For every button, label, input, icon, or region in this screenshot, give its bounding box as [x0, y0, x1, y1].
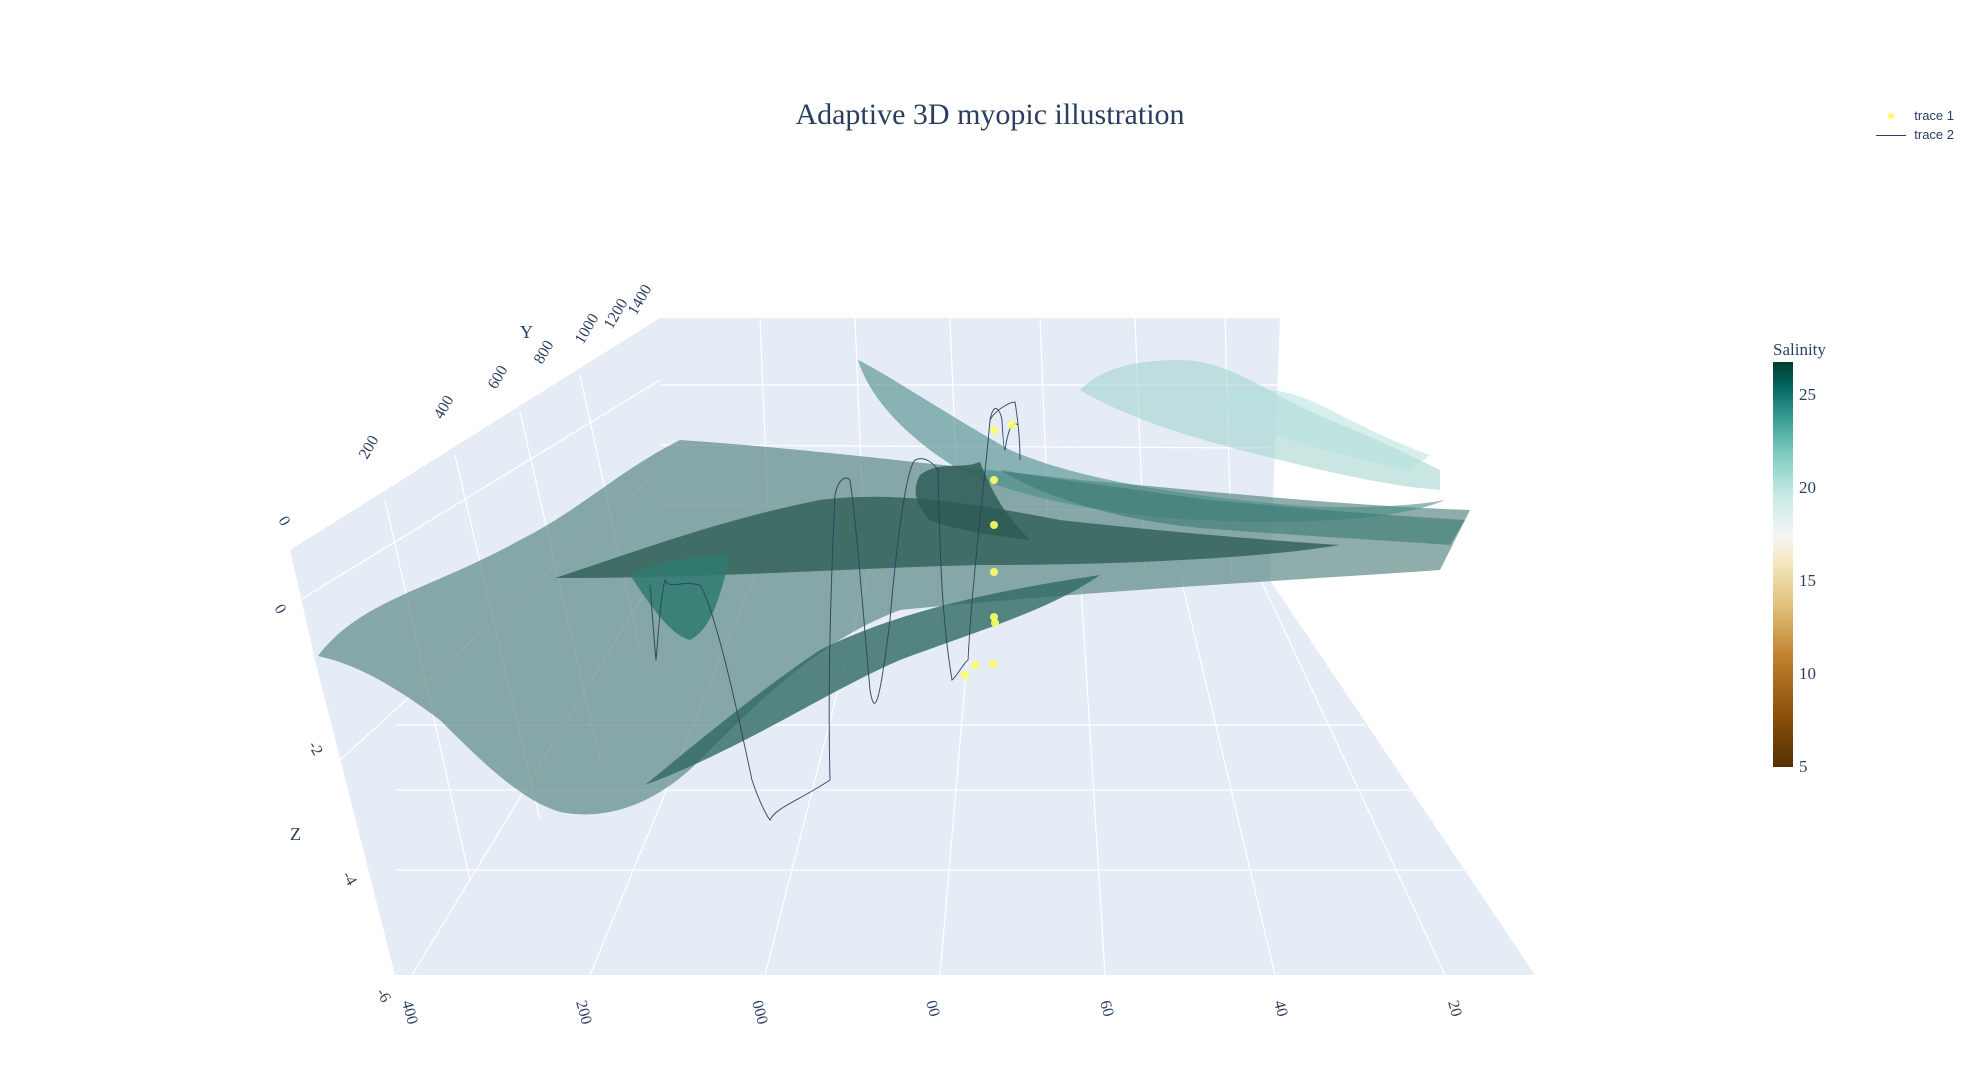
legend-label: trace 1: [1914, 108, 1954, 123]
colorbar-tick: 25: [1799, 385, 1816, 404]
data-point[interactable]: [1008, 421, 1016, 429]
x-tick-label: 40: [1270, 999, 1291, 1019]
colorbar-tick: 5: [1799, 757, 1808, 776]
colorbar-gradient: [1773, 362, 1793, 767]
legend-label: trace 2: [1914, 127, 1954, 142]
trace-1-markers[interactable]: [961, 421, 1016, 679]
chart-title: Adaptive 3D myopic illustration: [795, 98, 1185, 131]
data-point[interactable]: [971, 661, 979, 669]
surface-lower-fold[interactable]: [645, 575, 1100, 785]
data-point[interactable]: [991, 619, 999, 627]
y-tick-label: 1200: [601, 296, 632, 332]
surface-cup-left[interactable]: [630, 555, 730, 640]
line-swatch-icon: [1874, 129, 1908, 141]
surface-far-right-2[interactable]: [1220, 389, 1430, 470]
x-tick-label: 20: [1444, 999, 1465, 1019]
z-axis-title: Z: [290, 824, 301, 844]
z-tick-label: -2: [305, 739, 326, 759]
legend-item-trace-1[interactable]: trace 1: [1874, 106, 1954, 125]
x-tick-label: 60: [1096, 999, 1117, 1019]
surface-mid-tube[interactable]: [1000, 470, 1465, 545]
data-point[interactable]: [990, 426, 998, 434]
data-point[interactable]: [990, 521, 998, 529]
x-tick-label: 400: [398, 999, 421, 1027]
trace-2-line[interactable]: [649, 401, 1021, 821]
z-tick-label: 0: [271, 602, 290, 617]
y-tick-label: 0: [275, 514, 294, 529]
left-floor-wedge: [290, 550, 395, 975]
legend: trace 1 trace 2: [1874, 106, 1954, 144]
marker-swatch-icon: [1874, 110, 1908, 122]
y-tick-label: 600: [485, 363, 512, 392]
y-axis-title: Y: [520, 322, 533, 342]
surface-traces[interactable]: [318, 360, 1470, 815]
y-tick-label: 200: [356, 433, 383, 462]
x-tick-label: 000: [748, 999, 771, 1027]
surface-upper-fold[interactable]: [555, 496, 1340, 578]
y-tick-label: 400: [431, 393, 458, 422]
x-tick-label: 00: [922, 999, 943, 1019]
legend-item-trace-2[interactable]: trace 2: [1874, 125, 1954, 144]
colorbar-tick: 10: [1799, 664, 1816, 683]
colorbar-tick: 20: [1799, 478, 1816, 497]
data-point[interactable]: [990, 613, 998, 621]
data-point[interactable]: [990, 568, 998, 576]
surface-ridge-center[interactable]: [915, 462, 1030, 540]
data-point[interactable]: [990, 476, 998, 484]
data-point[interactable]: [961, 671, 969, 679]
data-point[interactable]: [989, 660, 997, 668]
colorbar-tick: 15: [1799, 571, 1816, 590]
colorbar: Salinity 25 20 15 10 5: [1773, 340, 1863, 780]
y-tick-label: 800: [531, 338, 558, 367]
colorbar-title: Salinity: [1773, 340, 1826, 359]
y-tick-label: 1400: [625, 282, 656, 318]
x-tick-label: 200: [572, 999, 595, 1027]
y-tick-label: 1000: [572, 311, 603, 347]
surface-right-bowl[interactable]: [858, 360, 1445, 522]
z-tick-label: -4: [339, 869, 360, 889]
z-tick-label: -6: [373, 986, 394, 1006]
